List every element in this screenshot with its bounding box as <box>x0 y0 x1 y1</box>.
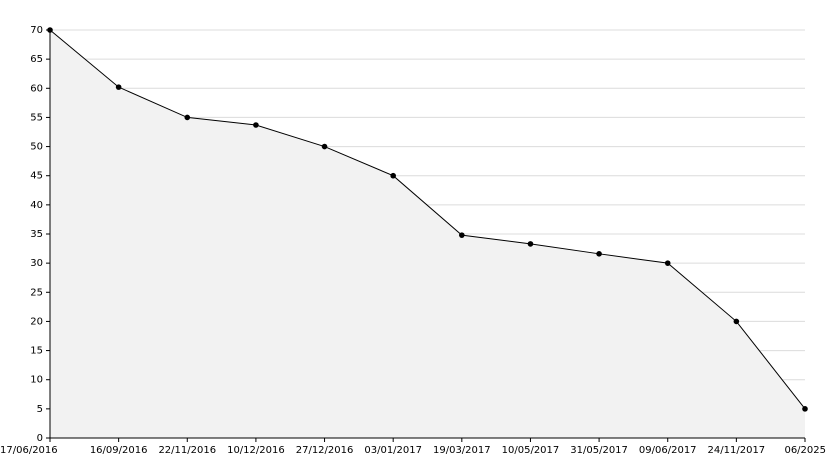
y-tick-label: 50 <box>30 142 43 153</box>
x-tick-label: 31/05/2017 <box>570 445 628 456</box>
x-tick-label: 22/11/2016 <box>158 445 216 456</box>
y-tick-label: 55 <box>30 112 43 123</box>
x-tick-label: 27/12/2016 <box>296 445 354 456</box>
y-tick-label: 0 <box>37 433 43 444</box>
y-tick-label: 5 <box>37 404 43 415</box>
x-tick-label: 09/06/2017 <box>639 445 697 456</box>
x-tick-label: 10/05/2017 <box>502 445 560 456</box>
y-tick-label: 35 <box>30 229 43 240</box>
marker <box>596 251 602 257</box>
marker <box>527 241 534 247</box>
marker <box>321 143 328 150</box>
x-tick-label: 19/03/2017 <box>433 445 491 456</box>
marker <box>184 114 191 121</box>
x-tick-label: 24/11/2017 <box>708 445 766 456</box>
marker <box>115 84 122 90</box>
y-tick-label: 30 <box>30 258 43 269</box>
marker <box>664 260 671 266</box>
y-tick-label: 60 <box>30 83 43 94</box>
y-tick-label: 45 <box>30 171 43 182</box>
marker <box>390 172 396 179</box>
marker <box>253 122 259 128</box>
y-tick-label: 15 <box>30 346 43 357</box>
area <box>50 30 805 438</box>
marker <box>459 232 465 238</box>
y-tick-label: 20 <box>30 316 43 327</box>
y-tick-label: 10 <box>30 375 43 386</box>
x-tick-label: 10/12/2016 <box>227 445 285 456</box>
marker <box>802 406 808 412</box>
x-tick-label: 17/06/2016 <box>0 445 58 456</box>
x-tick-label: 16/09/2016 <box>90 445 148 456</box>
x-tick-label: 03/01/2017 <box>364 445 422 456</box>
line <box>49 29 806 410</box>
y-tick-label: 25 <box>30 287 43 298</box>
y-tick-label: 40 <box>30 200 43 211</box>
x-tick-label: 06/2025 <box>784 445 826 456</box>
marker <box>733 318 740 325</box>
marker <box>47 27 53 33</box>
y-tick-label: 70 <box>30 25 43 36</box>
y-tick-label: 65 <box>30 54 43 65</box>
